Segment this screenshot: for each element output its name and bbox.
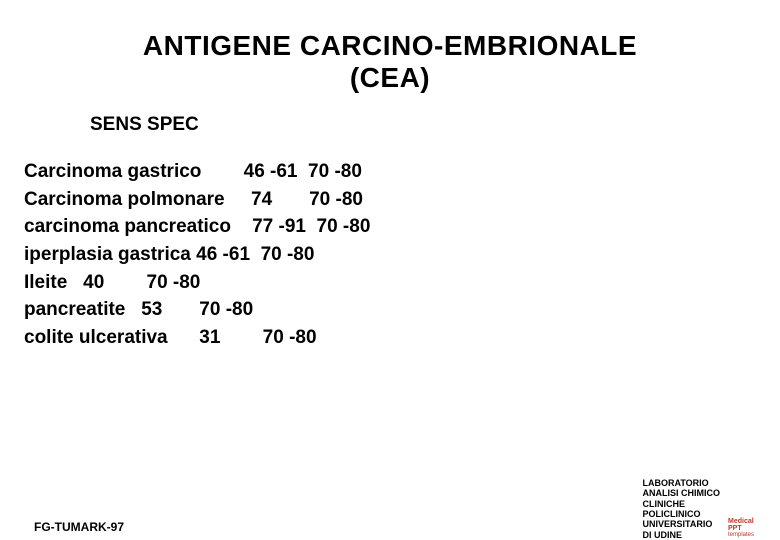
footer-code: FG-TUMARK-97 bbox=[34, 520, 124, 534]
lab-credit-line: LABORATORIO bbox=[643, 478, 709, 488]
lab-credit: LABORATORIOANALISI CHIMICOCLINICHEPOLICL… bbox=[643, 478, 721, 540]
lab-credit-line: UNIVERSITARIO bbox=[643, 519, 713, 529]
data-body: Carcinoma gastrico 46 -61 70 -80 Carcino… bbox=[24, 158, 780, 351]
lab-credit-line: POLICLINICO bbox=[643, 509, 701, 519]
lab-credit-line: ANALISI CHIMICO bbox=[643, 488, 721, 498]
column-headers: SENS SPEC bbox=[90, 114, 780, 136]
stamp-mark: Medical PPT templates bbox=[728, 518, 762, 540]
slide-title: ANTIGENE CARCINO-EMBRIONALE (CEA) bbox=[0, 30, 780, 94]
title-line-2: (CEA) bbox=[350, 62, 430, 93]
lab-credit-line: DI UDINE bbox=[643, 530, 683, 540]
lab-credit-line: CLINICHE bbox=[643, 499, 686, 509]
title-line-1: ANTIGENE CARCINO-EMBRIONALE bbox=[143, 30, 637, 61]
